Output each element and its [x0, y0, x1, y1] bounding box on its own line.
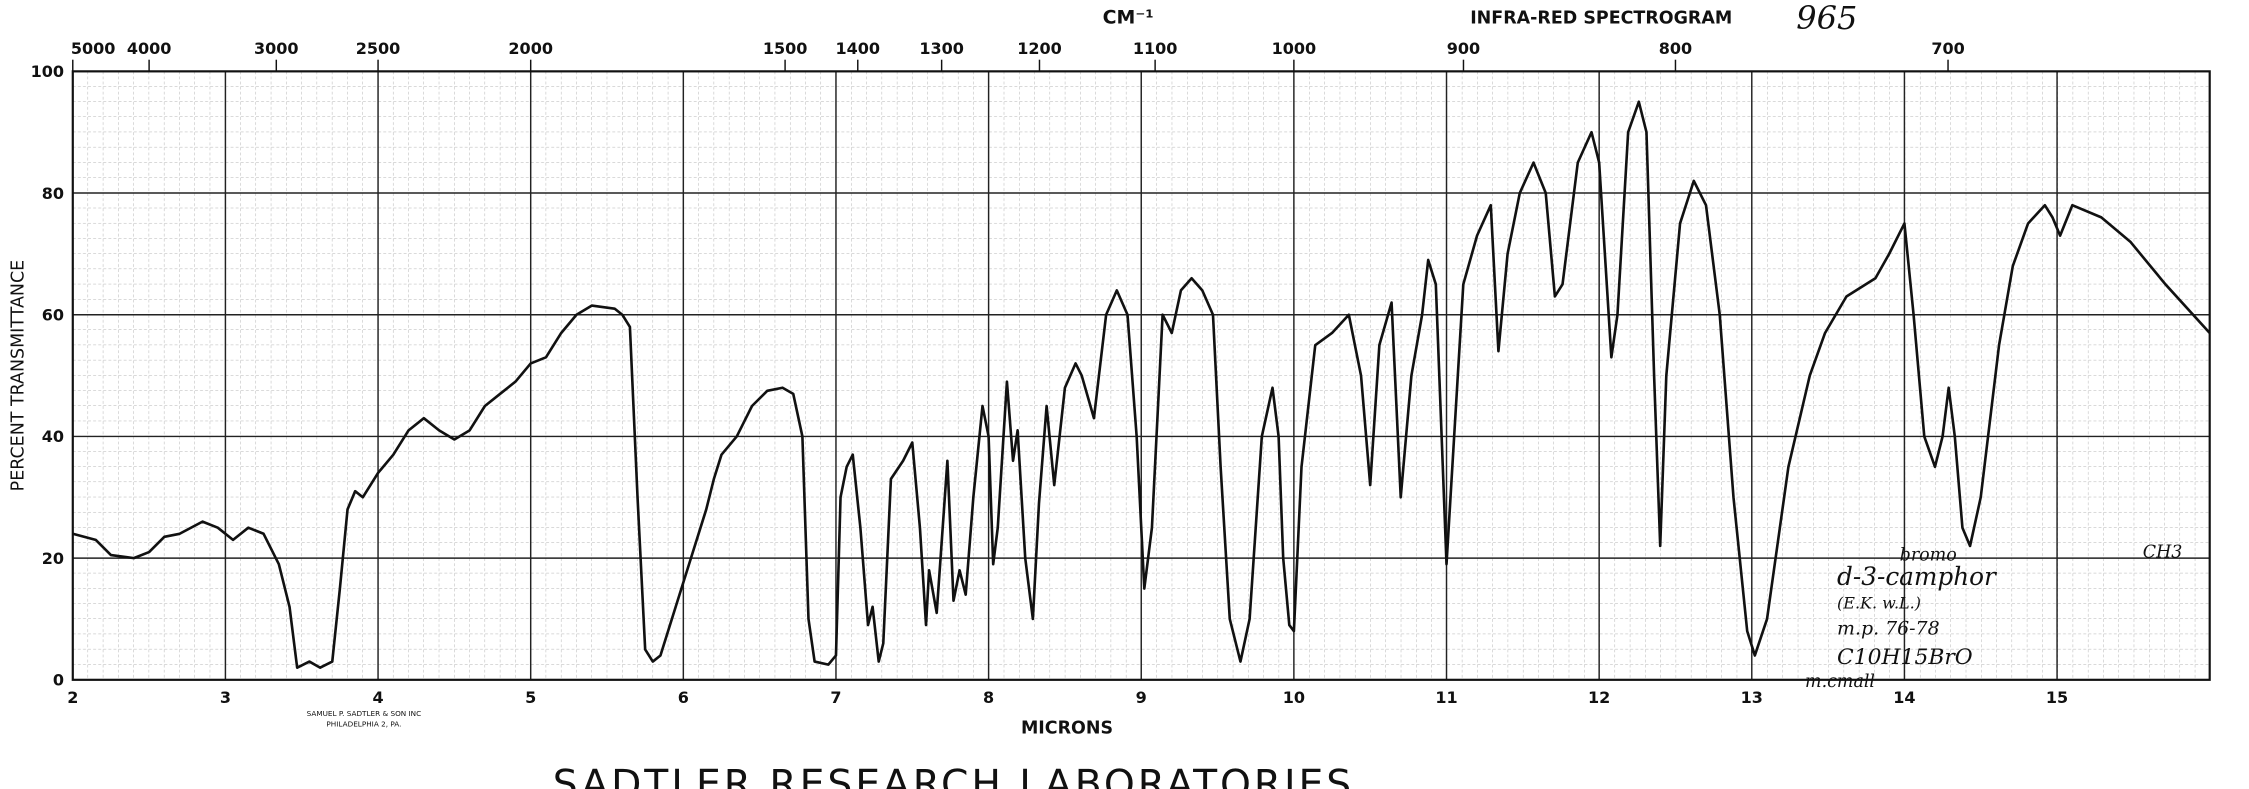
annotation: CH3 [2143, 543, 2183, 563]
x-tick-label: 8 [983, 688, 994, 707]
footer: SADTLER RESEARCH LABORATORIES [553, 763, 1354, 789]
x2-tick-label: 2500 [356, 39, 401, 58]
x-tick-label: 11 [1435, 688, 1457, 707]
publisher-city: PHILADELPHIA 2, PA. [326, 719, 401, 728]
annotation: m.cmall [1805, 672, 1875, 692]
x2-tick-label: 900 [1447, 39, 1480, 58]
chart-title: INFRA-RED SPECTROGRAM [1470, 8, 1732, 28]
annotation: C10H15BrO [1837, 645, 1973, 670]
x2-tick-label: 1000 [1272, 39, 1317, 58]
x-tick-label: 5 [525, 688, 536, 707]
x2-tick-label: 1400 [836, 39, 881, 58]
x2-tick-label: 1300 [919, 39, 964, 58]
x-tick-label: 15 [2046, 688, 2068, 707]
x-tick-label: 10 [1283, 688, 1305, 707]
spectrum-line [72, 100, 2211, 669]
x-tick-label: 7 [830, 688, 841, 707]
x-tick-label: 3 [220, 688, 231, 707]
y-tick-label: 80 [42, 184, 64, 203]
x2-tick-label: 1200 [1017, 39, 1062, 58]
annotation: bromo [1900, 545, 1957, 565]
spectrum-number: 965 [1796, 0, 1857, 37]
x2-tick-label: 2000 [508, 39, 553, 58]
y-tick-label: 100 [31, 62, 64, 81]
x2-tick-label: 700 [1931, 39, 1964, 58]
x-tick-label: 12 [1588, 688, 1610, 707]
annotation: m.p. 76-78 [1837, 618, 1940, 640]
x2-tick-label: 800 [1659, 39, 1692, 58]
x-tick-label: 13 [1741, 688, 1763, 707]
x2-tick-label: 1100 [1133, 39, 1178, 58]
x-tick-label: 2 [67, 688, 78, 707]
y-tick-label: 60 [42, 306, 64, 325]
plot-frame [71, 70, 2211, 681]
x-tick-label: 6 [678, 688, 689, 707]
x-tick-label: 4 [372, 688, 383, 707]
x-tick-label: 9 [1136, 688, 1147, 707]
x2-tick-label: 1500 [763, 39, 808, 58]
y-axis-label: PERCENT TRANSMITTANCE [8, 260, 28, 492]
annotation: (E.K. w.L.) [1837, 593, 1921, 612]
y-tick-label: 0 [53, 671, 64, 690]
x2-tick-label: 5000 [71, 39, 116, 58]
annotation: d-3-camphor [1837, 562, 1998, 591]
y-tick-label: 40 [42, 427, 64, 446]
x2-tick-label: 3000 [254, 39, 299, 58]
x2-axis-label: CM⁻¹ [1103, 6, 1154, 28]
publisher: SAMUEL P. SADTLER & SON INC [307, 709, 422, 718]
x-axis-label: MICRONS [1021, 719, 1113, 739]
y-tick-label: 20 [42, 549, 64, 568]
x-tick-label: 14 [1893, 688, 1915, 707]
x2-tick-label: 4000 [127, 39, 172, 58]
